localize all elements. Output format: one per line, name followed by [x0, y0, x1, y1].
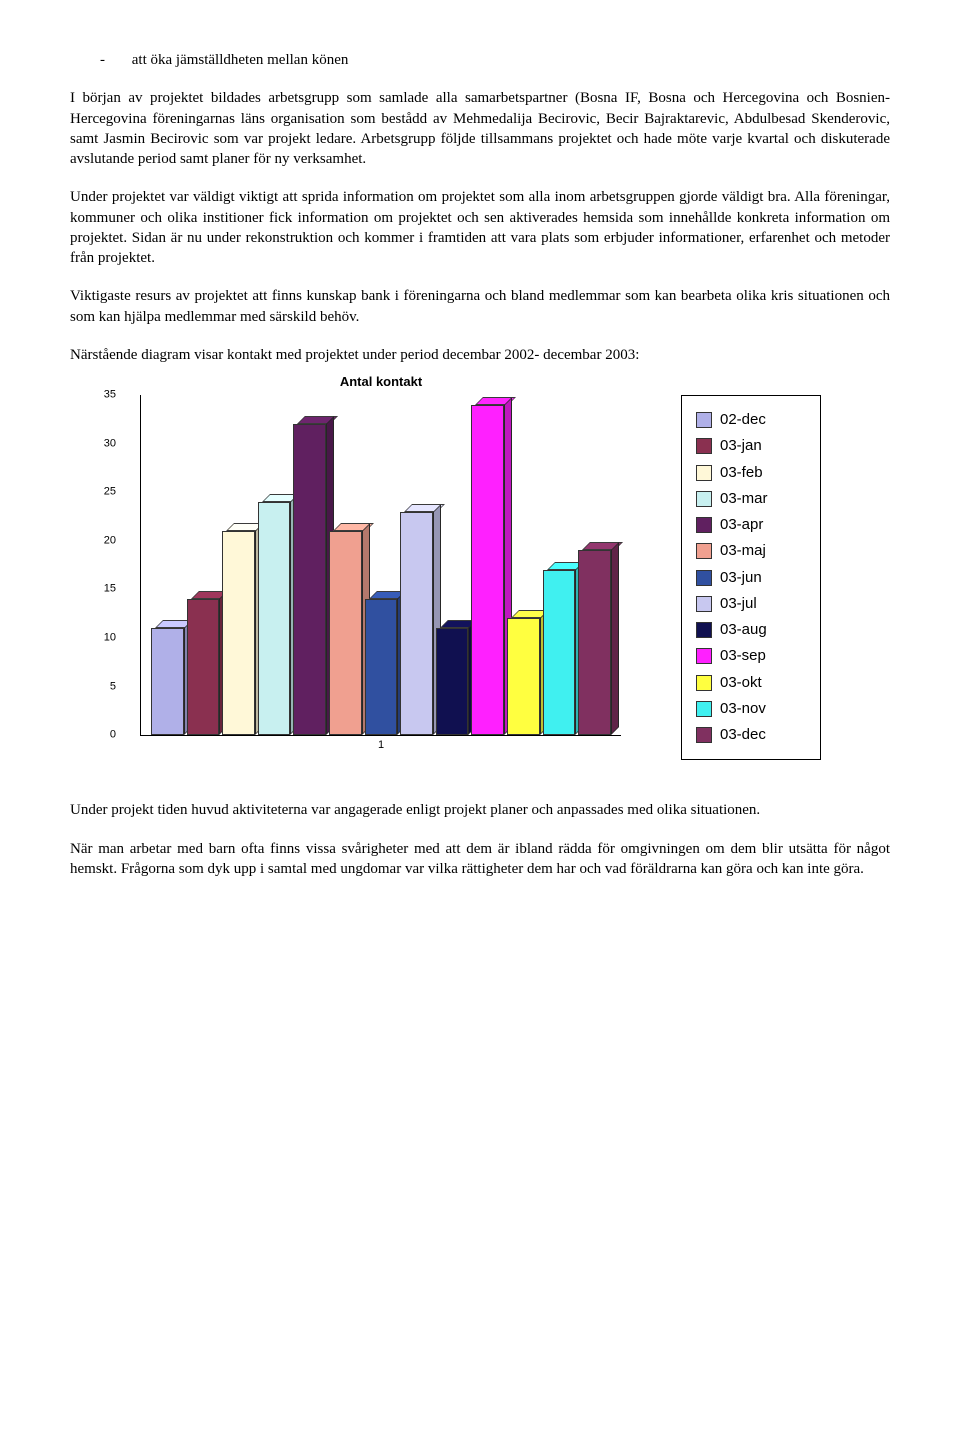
chart-bar — [258, 502, 291, 735]
legend-swatch — [696, 648, 712, 664]
footer-paragraph-1: Under projekt tiden huvud aktiviteterna … — [70, 800, 890, 820]
legend-item: 03-nov — [696, 699, 806, 719]
legend-swatch — [696, 465, 712, 481]
x-axis-label: 1 — [378, 738, 384, 753]
legend-label: 03-dec — [720, 725, 766, 745]
y-tick-label: 30 — [104, 436, 116, 451]
legend-item: 03-jul — [696, 594, 806, 614]
legend-swatch — [696, 622, 712, 638]
legend-item: 03-aug — [696, 620, 806, 640]
chart-bar — [293, 424, 326, 735]
legend-label: 03-jul — [720, 594, 757, 614]
y-tick-label: 35 — [104, 388, 116, 403]
legend-swatch — [696, 727, 712, 743]
chart-bar — [187, 599, 220, 735]
legend-item: 03-jan — [696, 436, 806, 456]
legend-swatch — [696, 570, 712, 586]
chart-plot-area: Antal kontakt 05101520253035 1 — [140, 395, 621, 736]
legend-item: 03-dec — [696, 725, 806, 745]
y-tick-label: 25 — [104, 485, 116, 500]
chart-title: Antal kontakt — [340, 373, 422, 391]
chart-bar — [329, 531, 362, 735]
footer-paragraph-2: När man arbetar med barn ofta finns viss… — [70, 839, 890, 880]
paragraph-4: Närstående diagram visar kontakt med pro… — [70, 345, 890, 365]
legend-label: 03-mar — [720, 489, 768, 509]
y-tick-label: 0 — [110, 728, 116, 743]
legend-item: 03-maj — [696, 541, 806, 561]
y-tick-label: 5 — [110, 679, 116, 694]
legend-swatch — [696, 438, 712, 454]
legend-swatch — [696, 675, 712, 691]
bullet-item: - att öka jämställdheten mellan könen — [100, 50, 890, 70]
legend-label: 03-jun — [720, 568, 762, 588]
y-tick-label: 15 — [104, 582, 116, 597]
y-tick-label: 20 — [104, 533, 116, 548]
chart-bars — [151, 395, 611, 735]
chart-bar — [151, 628, 184, 735]
legend-item: 03-apr — [696, 515, 806, 535]
y-tick-label: 10 — [104, 630, 116, 645]
legend-label: 03-nov — [720, 699, 766, 719]
chart-bar — [578, 550, 611, 735]
legend-swatch — [696, 491, 712, 507]
legend-label: 02-dec — [720, 410, 766, 430]
chart-bar — [436, 628, 469, 735]
paragraph-3: Viktigaste resurs av projektet att finns… — [70, 286, 890, 327]
legend-label: 03-maj — [720, 541, 766, 561]
paragraph-2: Under projektet var väldigt viktigt att … — [70, 187, 890, 268]
legend-swatch — [696, 412, 712, 428]
bullet-text: att öka jämställdheten mellan könen — [132, 52, 349, 68]
legend-item: 03-feb — [696, 463, 806, 483]
chart-container: Antal kontakt 05101520253035 1 02-dec 03-… — [140, 395, 890, 760]
legend-label: 03-okt — [720, 673, 762, 693]
legend-label: 03-apr — [720, 515, 763, 535]
chart-bar — [400, 512, 433, 735]
chart-bar — [471, 405, 504, 735]
bullet-dash: - — [100, 50, 128, 70]
chart-bar — [365, 599, 398, 735]
paragraph-1: I början av projektet bildades arbetsgru… — [70, 88, 890, 169]
legend-swatch — [696, 543, 712, 559]
legend-label: 03-feb — [720, 463, 763, 483]
legend-item: 02-dec — [696, 410, 806, 430]
legend-label: 03-aug — [720, 620, 767, 640]
legend-swatch — [696, 701, 712, 717]
chart-bar — [543, 570, 576, 735]
legend-item: 03-jun — [696, 568, 806, 588]
chart-legend: 02-dec 03-jan 03-feb 03-mar 03-apr 03-maj 03-j… — [681, 395, 821, 760]
legend-label: 03-jan — [720, 436, 762, 456]
chart-bar — [222, 531, 255, 735]
legend-item: 03-mar — [696, 489, 806, 509]
legend-item: 03-okt — [696, 673, 806, 693]
legend-label: 03-sep — [720, 646, 766, 666]
legend-swatch — [696, 596, 712, 612]
chart-bar — [507, 618, 540, 735]
legend-item: 03-sep — [696, 646, 806, 666]
legend-swatch — [696, 517, 712, 533]
